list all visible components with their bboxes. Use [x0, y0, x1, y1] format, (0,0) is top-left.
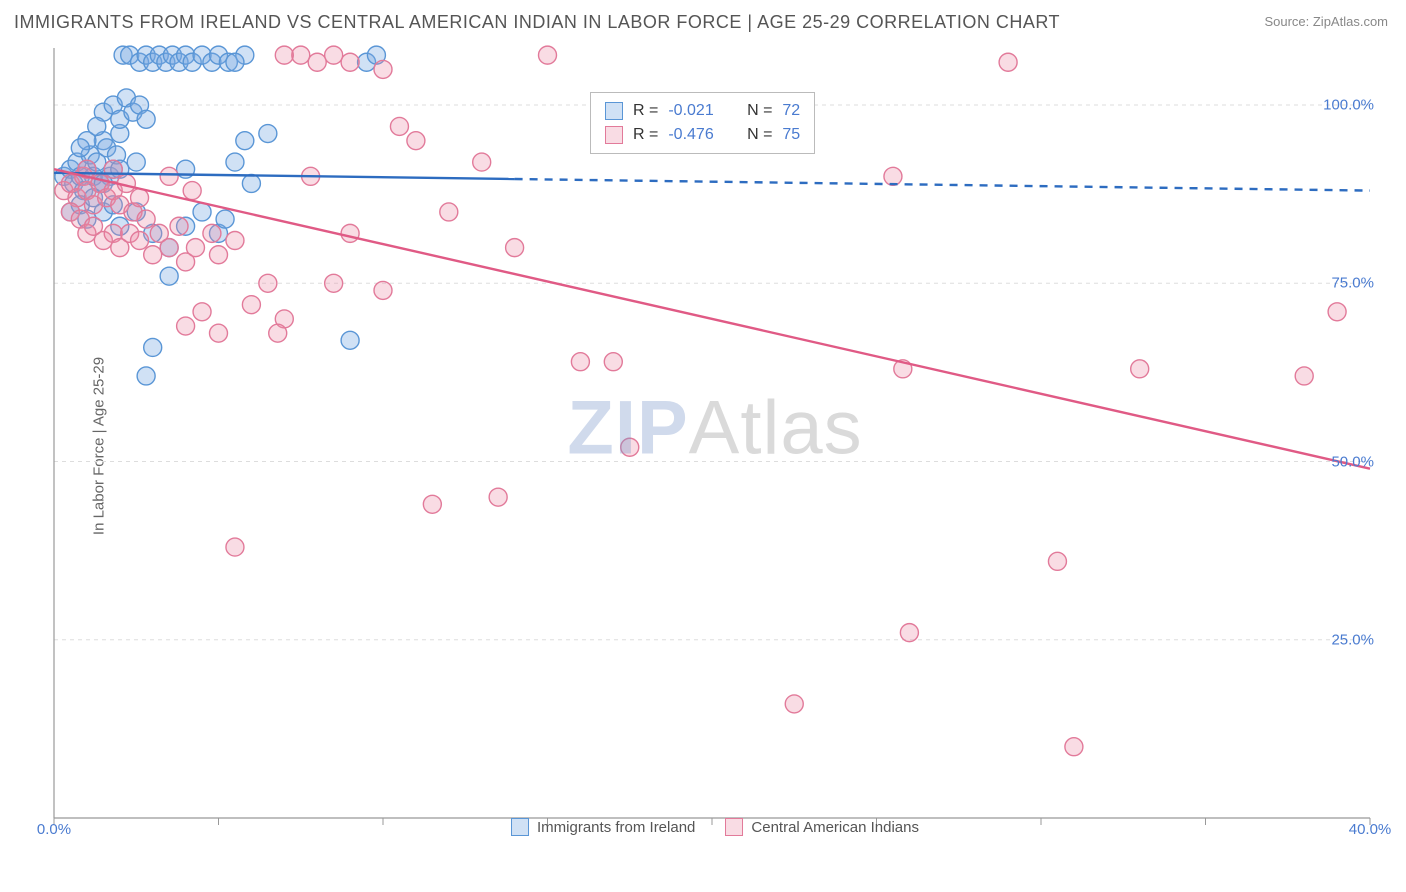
chart-svg — [42, 44, 1388, 844]
legend-label: Immigrants from Ireland — [537, 819, 695, 836]
scatter-chart: ZIPAtlas R = -0.021 N = 72R = -0.476 N =… — [42, 44, 1388, 844]
legend-swatch — [725, 818, 743, 836]
legend-swatch — [605, 102, 623, 120]
y-tick: 50.0% — [1331, 453, 1374, 470]
series-legend: Immigrants from Ireland Central American … — [511, 818, 919, 836]
legend-swatch — [605, 126, 623, 144]
x-tick: 40.0% — [1349, 821, 1392, 838]
y-tick: 100.0% — [1323, 97, 1374, 114]
y-tick: 75.0% — [1331, 275, 1374, 292]
legend-item: Immigrants from Ireland — [511, 818, 695, 836]
x-tick: 0.0% — [37, 821, 71, 838]
correlation-legend: R = -0.021 N = 72R = -0.476 N = 75 — [590, 92, 815, 154]
legend-swatch — [511, 818, 529, 836]
legend-item: Central American Indians — [725, 818, 919, 836]
chart-title: IMMIGRANTS FROM IRELAND VS CENTRAL AMERI… — [14, 12, 1060, 33]
legend-label: Central American Indians — [751, 819, 919, 836]
correlation-row: R = -0.476 N = 75 — [605, 123, 800, 147]
source-attribution: Source: ZipAtlas.com — [1264, 14, 1388, 29]
correlation-row: R = -0.021 N = 72 — [605, 99, 800, 123]
y-tick: 25.0% — [1331, 631, 1374, 648]
